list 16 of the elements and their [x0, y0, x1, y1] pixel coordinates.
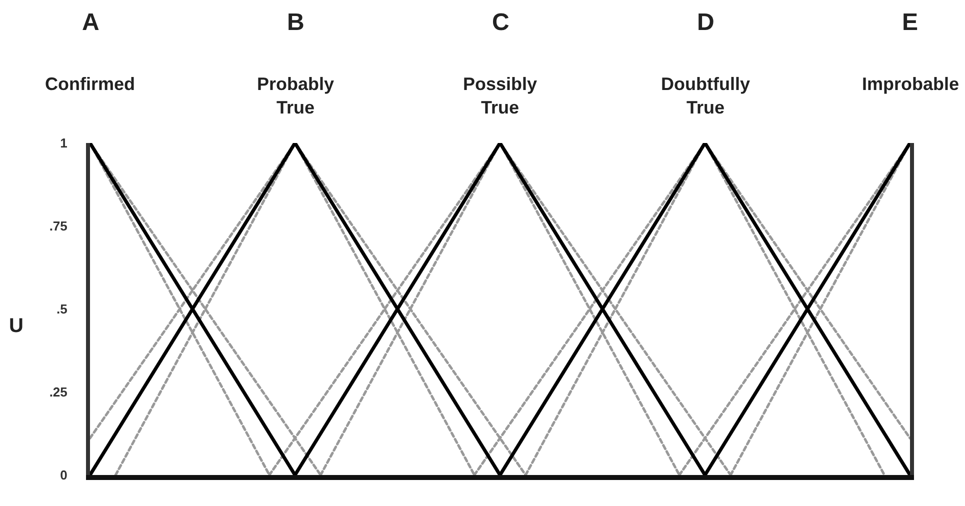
text: B — [287, 9, 304, 36]
y-axis-title: U — [9, 315, 24, 337]
text: Improbable — [862, 74, 960, 94]
y-tick-label: .25 — [49, 384, 68, 400]
text: D — [697, 9, 714, 36]
y-tick-label: .75 — [49, 218, 68, 234]
text: Probably True — [257, 74, 334, 118]
text: E — [902, 9, 918, 36]
text: C — [492, 9, 510, 36]
text: Possibly True — [463, 74, 538, 118]
y-tick-label: 0 — [60, 468, 68, 483]
text: Confirmed — [45, 74, 135, 94]
text: A — [82, 9, 100, 36]
text: Doubtfully True — [661, 74, 750, 118]
y-tick-label: 1 — [60, 136, 68, 151]
y-tick-label: .5 — [56, 302, 68, 317]
